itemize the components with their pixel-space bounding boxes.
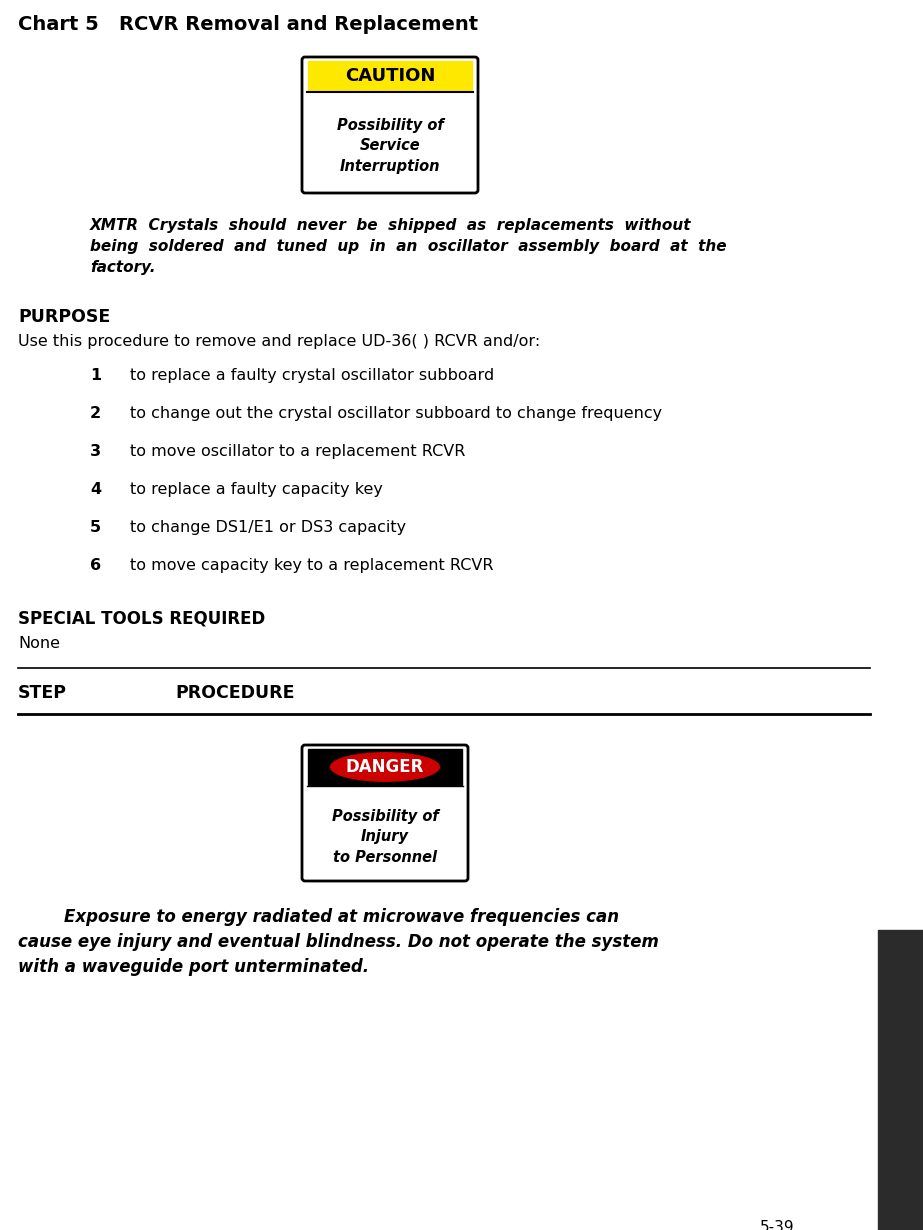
Bar xyxy=(308,749,462,785)
Text: 5-39: 5-39 xyxy=(760,1220,795,1230)
Text: PROCEDURE: PROCEDURE xyxy=(175,684,294,702)
Text: PURPOSE: PURPOSE xyxy=(18,308,110,326)
Bar xyxy=(308,62,472,91)
Text: 3: 3 xyxy=(90,444,102,459)
Text: 1: 1 xyxy=(90,368,102,383)
Text: Chart 5   RCVR Removal and Replacement: Chart 5 RCVR Removal and Replacement xyxy=(18,15,478,34)
Text: 6: 6 xyxy=(90,558,102,573)
Text: to move capacity key to a replacement RCVR: to move capacity key to a replacement RC… xyxy=(130,558,494,573)
Text: SPECIAL TOOLS REQUIRED: SPECIAL TOOLS REQUIRED xyxy=(18,610,265,629)
Text: Possibility of
Injury
to Personnel: Possibility of Injury to Personnel xyxy=(331,809,438,865)
FancyBboxPatch shape xyxy=(302,57,478,193)
Text: Use this procedure to remove and replace UD-36( ) RCVR and/or:: Use this procedure to remove and replace… xyxy=(18,335,540,349)
Text: None: None xyxy=(18,636,60,651)
Text: Possibility of
Service
Interruption: Possibility of Service Interruption xyxy=(337,118,443,173)
Text: to replace a faulty crystal oscillator subboard: to replace a faulty crystal oscillator s… xyxy=(130,368,494,383)
Text: 2: 2 xyxy=(90,406,102,421)
Text: to change DS1/E1 or DS3 capacity: to change DS1/E1 or DS3 capacity xyxy=(130,520,406,535)
Text: 4: 4 xyxy=(90,482,102,497)
FancyBboxPatch shape xyxy=(302,745,468,881)
Text: Exposure to energy radiated at microwave frequencies can
cause eye injury and ev: Exposure to energy radiated at microwave… xyxy=(18,908,659,975)
Text: 5: 5 xyxy=(90,520,102,535)
Text: to replace a faulty capacity key: to replace a faulty capacity key xyxy=(130,482,383,497)
Text: CAUTION: CAUTION xyxy=(345,66,435,85)
Text: XMTR  Crystals  should  never  be  shipped  as  replacements  without
being  sol: XMTR Crystals should never be shipped as… xyxy=(90,218,726,276)
Text: to move oscillator to a replacement RCVR: to move oscillator to a replacement RCVR xyxy=(130,444,465,459)
Bar xyxy=(878,930,923,1230)
Text: STEP: STEP xyxy=(18,684,67,702)
Text: DANGER: DANGER xyxy=(346,758,425,776)
Text: to change out the crystal oscillator subboard to change frequency: to change out the crystal oscillator sub… xyxy=(130,406,662,421)
Ellipse shape xyxy=(330,753,439,781)
